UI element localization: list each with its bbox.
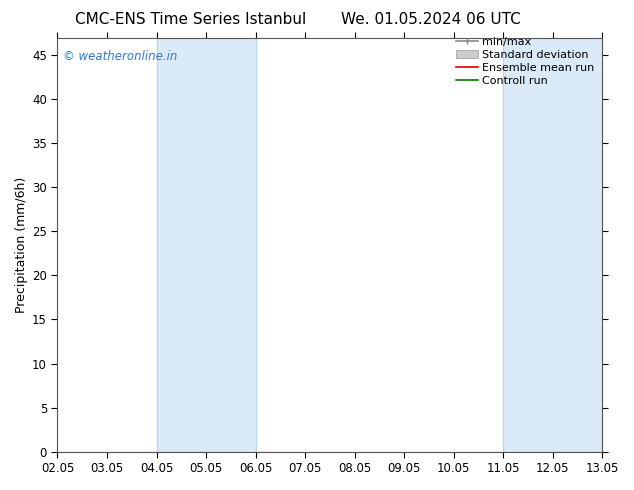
Text: © weatheronline.in: © weatheronline.in [63,50,178,63]
Text: We. 01.05.2024 06 UTC: We. 01.05.2024 06 UTC [341,12,521,27]
Bar [157,38,256,452]
Legend: min/max, Standard deviation, Ensemble mean run, Controll run: min/max, Standard deviation, Ensemble me… [453,35,597,88]
Text: CMC-ENS Time Series Istanbul: CMC-ENS Time Series Istanbul [75,12,306,27]
Bar [503,38,602,452]
Y-axis label: Precipitation (mm/6h): Precipitation (mm/6h) [15,176,28,313]
